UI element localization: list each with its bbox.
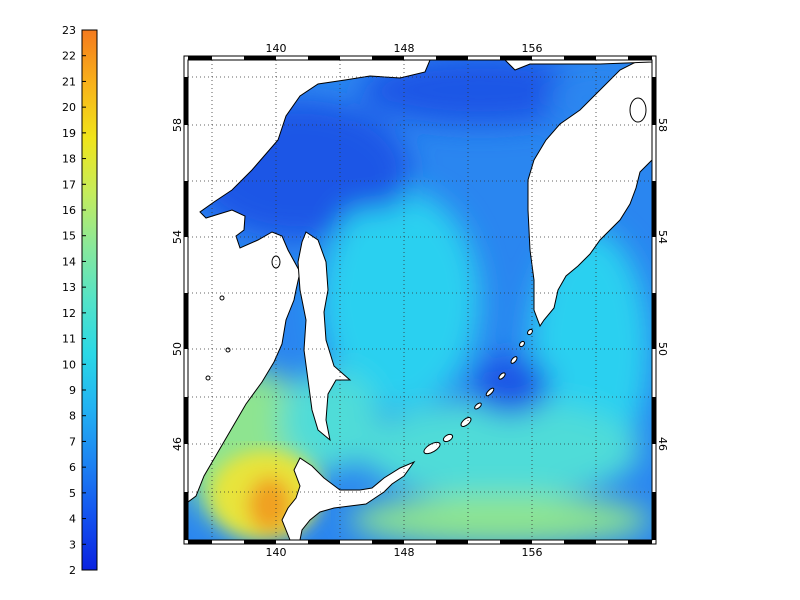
colorbar-label: 7 bbox=[69, 435, 76, 448]
colorbar-label: 13 bbox=[62, 281, 76, 294]
frame-bar-right bbox=[652, 77, 656, 125]
frame-bar-right bbox=[652, 293, 656, 349]
colorbar-label: 15 bbox=[62, 230, 76, 243]
colorbar-label: 3 bbox=[69, 538, 76, 551]
lon-label-top: 140 bbox=[266, 42, 287, 55]
land-mainland bbox=[188, 60, 431, 503]
land bbox=[188, 60, 652, 540]
lon-label-bottom: 156 bbox=[522, 546, 543, 559]
kuril-islands bbox=[423, 328, 533, 455]
frame-bar-top bbox=[500, 56, 532, 60]
colorbar-label: 2 bbox=[69, 564, 76, 577]
colorbar-label: 4 bbox=[69, 513, 76, 526]
frame-bar-bottom bbox=[244, 540, 276, 544]
frame-bar-top bbox=[244, 56, 276, 60]
field-blue-north-coast bbox=[360, 60, 600, 125]
frame-bar-top bbox=[564, 56, 596, 60]
frame-bar-left bbox=[184, 181, 188, 237]
colorbar-label: 5 bbox=[69, 487, 76, 500]
frame-bar-bottom bbox=[188, 540, 212, 544]
colorbar-label: 23 bbox=[62, 24, 76, 37]
land-hokkaido bbox=[281, 457, 416, 540]
colorbar-label: 10 bbox=[62, 358, 76, 371]
latitude-labels-right: 58 54 50 46 bbox=[656, 118, 669, 451]
sea-surface-field bbox=[188, 60, 652, 540]
frame-bar-bottom bbox=[372, 540, 404, 544]
frame-bar-top bbox=[436, 56, 468, 60]
lon-label-bottom: 140 bbox=[266, 546, 287, 559]
longitude-labels-top: 140 148 156 bbox=[266, 42, 543, 55]
colorbar-label: 9 bbox=[69, 384, 76, 397]
frame-bar-right bbox=[652, 397, 656, 444]
frame-bar-left bbox=[184, 293, 188, 349]
colorbar-label: 6 bbox=[69, 461, 76, 474]
colorbar-label: 16 bbox=[62, 204, 76, 217]
latitude-labels-left: 58 54 50 46 bbox=[171, 118, 184, 451]
frame-bar-right bbox=[652, 181, 656, 237]
colorbar-label: 19 bbox=[62, 127, 76, 140]
colorbar-label: 20 bbox=[62, 101, 76, 114]
frame-bar-bottom bbox=[500, 540, 532, 544]
field-orange-southwest bbox=[248, 477, 292, 533]
longitude-labels-bottom: 140 148 156 bbox=[266, 546, 543, 559]
lat-label-left: 58 bbox=[171, 118, 184, 132]
land-sakhalin bbox=[297, 231, 352, 442]
frame-bar-top bbox=[628, 56, 652, 60]
colorbar-scale bbox=[81, 29, 98, 571]
field-blue-kurils bbox=[470, 355, 550, 415]
colorbar-label: 18 bbox=[62, 153, 76, 166]
colorbar-label: 17 bbox=[62, 178, 76, 191]
field-green-west2 bbox=[280, 370, 380, 470]
lat-label-right: 46 bbox=[656, 437, 669, 451]
field-yellow-south bbox=[350, 495, 650, 540]
colorbar-label: 11 bbox=[62, 333, 76, 346]
colorbar-label: 21 bbox=[62, 75, 76, 88]
frame-bar-left bbox=[184, 397, 188, 444]
frame-bar-top bbox=[188, 56, 212, 60]
field-cyan-central bbox=[320, 190, 480, 410]
frame-bar-top bbox=[372, 56, 404, 60]
colorbar-label: 14 bbox=[62, 255, 76, 268]
frame-bar-bottom bbox=[564, 540, 596, 544]
lon-label-top: 156 bbox=[522, 42, 543, 55]
lon-label-top: 148 bbox=[394, 42, 415, 55]
lon-label-bottom: 148 bbox=[394, 546, 415, 559]
lat-label-right: 58 bbox=[656, 118, 669, 132]
graticule bbox=[188, 60, 652, 540]
lat-label-right: 54 bbox=[656, 230, 669, 244]
land-northeast-coast bbox=[504, 60, 652, 71]
field-teal-south bbox=[360, 400, 640, 500]
land-kamchatka bbox=[527, 60, 652, 328]
frame-bar-left bbox=[184, 492, 188, 540]
lat-label-right: 50 bbox=[656, 342, 669, 356]
field-dark-blue-spot bbox=[335, 180, 405, 210]
colorbar-label: 12 bbox=[62, 307, 76, 320]
map-frame bbox=[183, 55, 657, 545]
frame-bar-right bbox=[652, 492, 656, 540]
colorbar-label: 8 bbox=[69, 410, 76, 423]
lat-label-left: 50 bbox=[171, 342, 184, 356]
frame-outer bbox=[183, 55, 657, 545]
frame-bar-top bbox=[308, 56, 340, 60]
lat-label-left: 54 bbox=[171, 230, 184, 244]
frame-bar-bottom bbox=[308, 540, 340, 544]
lat-label-left: 46 bbox=[171, 437, 184, 451]
frame-bar-bottom bbox=[436, 540, 468, 544]
frame-bar-left bbox=[184, 77, 188, 125]
frame-bar-bottom bbox=[628, 540, 652, 544]
colorbar-label: 22 bbox=[62, 50, 76, 63]
small-islands bbox=[205, 97, 647, 381]
frame-ticks bbox=[183, 55, 657, 545]
